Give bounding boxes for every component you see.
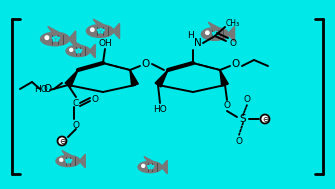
Circle shape	[58, 37, 59, 39]
Text: C: C	[73, 98, 79, 108]
Circle shape	[218, 32, 219, 34]
Circle shape	[56, 40, 58, 41]
Circle shape	[216, 35, 218, 36]
Circle shape	[151, 167, 152, 169]
Circle shape	[55, 36, 57, 38]
Circle shape	[100, 29, 102, 30]
Polygon shape	[93, 19, 104, 25]
Polygon shape	[68, 31, 76, 47]
Circle shape	[142, 164, 145, 167]
Circle shape	[150, 165, 151, 166]
Text: O: O	[91, 94, 98, 104]
Ellipse shape	[86, 25, 114, 37]
Circle shape	[206, 31, 209, 34]
Polygon shape	[48, 26, 60, 33]
Circle shape	[60, 158, 63, 161]
Text: O: O	[232, 59, 240, 69]
Circle shape	[91, 28, 94, 31]
Polygon shape	[79, 154, 85, 168]
Text: CH₃: CH₃	[226, 19, 240, 28]
Circle shape	[69, 161, 71, 163]
Polygon shape	[220, 70, 228, 86]
Circle shape	[215, 32, 217, 33]
Circle shape	[77, 51, 78, 53]
Circle shape	[213, 35, 215, 36]
Polygon shape	[72, 40, 82, 46]
Ellipse shape	[138, 161, 162, 173]
Circle shape	[152, 166, 154, 167]
Text: O: O	[244, 94, 251, 104]
Text: HO: HO	[153, 105, 167, 115]
Text: ⊖: ⊖	[59, 136, 65, 146]
Ellipse shape	[201, 28, 228, 40]
Polygon shape	[155, 70, 168, 87]
Circle shape	[70, 48, 73, 51]
Circle shape	[103, 29, 104, 31]
Text: O: O	[223, 101, 230, 111]
Text: HO: HO	[34, 85, 48, 94]
Polygon shape	[130, 70, 138, 86]
Polygon shape	[62, 150, 72, 156]
Polygon shape	[144, 156, 154, 162]
Ellipse shape	[56, 155, 80, 167]
Text: OH: OH	[98, 39, 112, 47]
Circle shape	[70, 160, 72, 161]
Polygon shape	[228, 26, 234, 42]
Circle shape	[67, 161, 68, 163]
Circle shape	[78, 49, 79, 50]
Circle shape	[68, 159, 69, 160]
Ellipse shape	[41, 32, 69, 46]
Polygon shape	[65, 70, 78, 87]
Polygon shape	[208, 22, 219, 28]
Circle shape	[45, 36, 49, 40]
Text: H: H	[188, 32, 194, 40]
Circle shape	[76, 50, 77, 51]
Circle shape	[149, 167, 150, 169]
Text: O: O	[236, 136, 243, 146]
Text: S: S	[240, 114, 246, 124]
Circle shape	[261, 115, 269, 123]
Text: O: O	[43, 84, 51, 94]
Text: O: O	[72, 121, 79, 129]
Circle shape	[66, 160, 67, 161]
Circle shape	[98, 32, 100, 33]
Text: ⊖: ⊖	[262, 115, 268, 123]
Polygon shape	[161, 160, 167, 174]
Circle shape	[79, 51, 80, 53]
Circle shape	[80, 50, 82, 51]
Circle shape	[97, 29, 99, 31]
Polygon shape	[89, 44, 95, 58]
Polygon shape	[113, 23, 120, 39]
Circle shape	[52, 37, 54, 39]
Text: N: N	[194, 38, 202, 48]
Text: O: O	[142, 59, 150, 69]
Ellipse shape	[66, 45, 90, 57]
Circle shape	[148, 166, 149, 167]
Circle shape	[58, 136, 67, 146]
Circle shape	[212, 32, 214, 34]
Circle shape	[102, 32, 103, 33]
Circle shape	[53, 40, 55, 41]
Text: O: O	[229, 39, 237, 47]
